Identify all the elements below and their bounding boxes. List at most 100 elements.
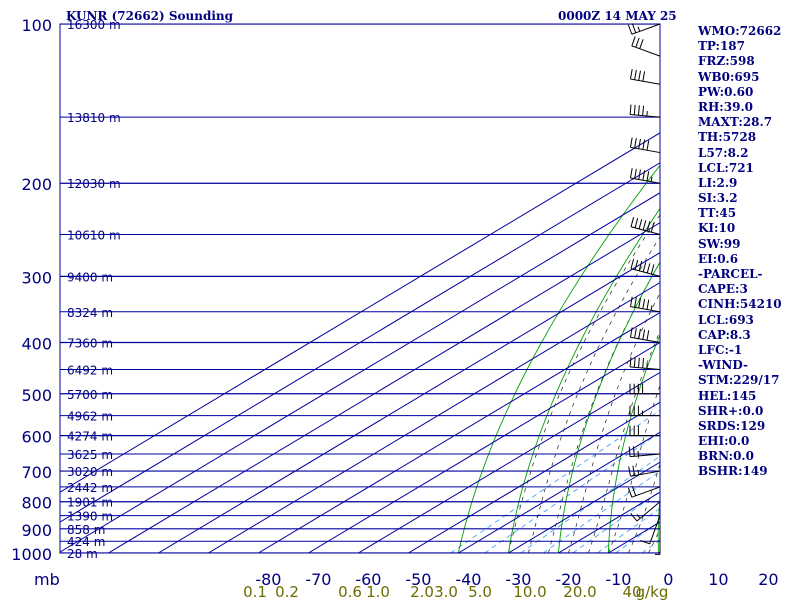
wind-barb-flag	[630, 216, 635, 227]
isotherm	[60, 162, 660, 523]
wind-barb-flag	[631, 23, 637, 33]
pressure-tick-label: 200	[21, 175, 52, 194]
index-row: LFC:-1	[698, 342, 743, 357]
wind-barb-flag	[631, 36, 636, 47]
mixing-ratio-label: 20.0	[563, 583, 596, 600]
temperature-tick-label: -60	[355, 570, 381, 589]
temperature-tick-label: -40	[455, 570, 481, 589]
wind-barb-flag	[633, 104, 636, 115]
wind-barb	[629, 405, 660, 417]
isotherm	[408, 401, 660, 553]
wind-barb-flag	[627, 487, 633, 498]
index-row: EHI:0.0	[698, 434, 750, 449]
height-label: 2442 m	[67, 481, 113, 495]
pressure-tick-label: 800	[21, 494, 52, 513]
wind-barb-flag	[628, 446, 631, 457]
isotherm	[208, 281, 660, 553]
isotherm	[60, 192, 660, 553]
wind-barb-staff	[631, 45, 661, 57]
mixing-ratio-label: 0.1	[243, 583, 267, 600]
index-row: KI:10	[698, 221, 736, 236]
mixing-ratio-label: 5.0	[468, 583, 492, 600]
wind-barb	[655, 524, 661, 555]
wind-barb-staff	[636, 501, 661, 522]
height-label: 1390 m	[67, 510, 113, 524]
wind-barb-staff	[630, 268, 661, 277]
temperature-tick-label: 0	[663, 570, 673, 589]
height-label: 8324 m	[67, 306, 113, 320]
wind-barb-staff	[630, 226, 661, 235]
wind-barb-staff	[649, 515, 661, 545]
mixing-ratio-label: 10.0	[513, 583, 546, 600]
wind-barb-staff	[630, 177, 661, 184]
isotherm	[458, 431, 660, 553]
mixing-ratio-label: 1.0	[366, 583, 390, 600]
index-row: SRDS:129	[698, 418, 766, 433]
height-label: 3020 m	[67, 465, 113, 479]
wind-barb-flag	[642, 298, 646, 309]
wind-barb-staff	[630, 78, 661, 85]
moist-adiabat	[788, 132, 800, 553]
mixing-ratio-line	[782, 343, 800, 554]
moist-adiabat	[608, 384, 660, 553]
moist-adiabat	[628, 462, 660, 553]
temperature-tick-label: -30	[505, 570, 531, 589]
wind-barb-flag	[642, 329, 646, 340]
wind-barb-flag	[646, 221, 651, 232]
temperature-tick-label: -80	[255, 570, 281, 589]
index-row: SW:99	[698, 236, 741, 251]
wind-barb-staff	[630, 306, 661, 313]
pressure-tick-label: 700	[21, 463, 52, 482]
wind-barb-flag	[629, 356, 632, 367]
wind-barb-flag	[646, 263, 651, 274]
wind-barb-flag	[627, 24, 633, 35]
wind-barb-flag	[634, 138, 637, 149]
index-row: TP:187	[698, 39, 746, 54]
mixing-ratio-label: 2.0	[410, 583, 434, 600]
temperature-tick-label: 10	[708, 570, 728, 589]
wind-barb-flag	[650, 264, 655, 275]
pressure-tick-label: 100	[21, 16, 52, 35]
pressure-unit-label: mb	[34, 570, 60, 589]
wind-barb-flag	[635, 37, 640, 48]
wind-barb-half-flag	[637, 26, 641, 32]
wind-barb	[629, 383, 660, 395]
isotherm	[60, 132, 660, 493]
wind-barb-flag	[629, 327, 633, 338]
wind-barb-staff	[630, 146, 661, 154]
pressure-tick-label: 300	[21, 268, 52, 287]
wind-barb	[630, 216, 661, 235]
height-label: 6492 m	[67, 364, 113, 378]
index-row: LI:2.9	[698, 175, 738, 190]
wind-barb	[629, 425, 660, 437]
wind-barb	[629, 168, 661, 184]
wind-barb-flag	[638, 261, 643, 271]
wind-barb-flag	[637, 357, 640, 368]
height-label: 9400 m	[67, 270, 113, 284]
wind-barb-flag	[642, 170, 646, 181]
temperature-tick-label: -50	[405, 570, 431, 589]
temperature-tick-label: -10	[605, 570, 631, 589]
station-title: KUNR (72662) Sounding	[66, 9, 234, 23]
wind-barb	[629, 296, 661, 313]
index-row: SI:3.2	[698, 191, 738, 206]
mixing-ratio-label: g/kg	[636, 583, 669, 600]
wind-barb-flag	[632, 446, 635, 457]
wind-barb-flag	[629, 69, 633, 80]
wind-barb-flag	[638, 169, 641, 180]
height-label: 13810 m	[67, 111, 121, 125]
wind-barb	[629, 69, 661, 85]
wind-barb-flag	[646, 171, 650, 182]
index-row: -PARCEL-	[698, 267, 763, 281]
mixing-ratio-label: 0.6	[338, 583, 362, 600]
isotherm	[508, 461, 660, 553]
wind-barb-flag	[642, 139, 646, 150]
isotherm	[358, 371, 660, 553]
index-row: L57:8.2	[698, 145, 749, 160]
wind-barb-flag	[638, 70, 641, 81]
wind-barb-flag	[629, 296, 633, 307]
index-row: BSHR:149	[698, 464, 768, 479]
height-label: 28 m	[67, 547, 98, 561]
index-row: HEL:145	[698, 388, 757, 403]
index-row: CAPE:3	[698, 282, 748, 297]
